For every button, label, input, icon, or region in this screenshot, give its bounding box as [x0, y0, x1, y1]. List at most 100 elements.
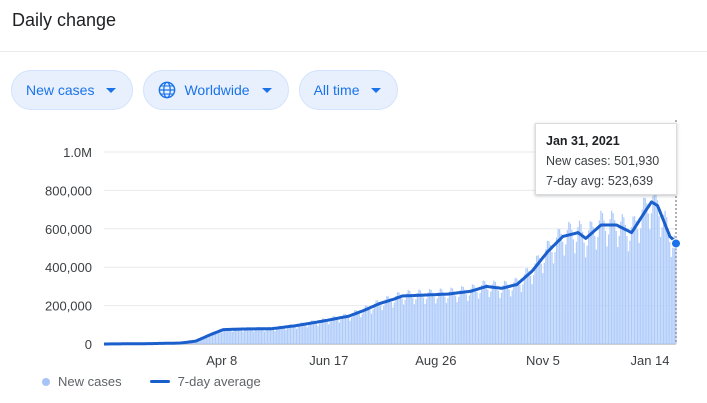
bar: [464, 289, 466, 344]
bar: [586, 245, 588, 344]
daily-change-chart[interactable]: 0 200,000 400,000 600,000 800,000 1.0M Apr 8 Ju…: [0, 120, 707, 370]
bar: [519, 284, 521, 344]
bar: [378, 302, 380, 344]
bar: [297, 326, 299, 344]
bar: [557, 228, 559, 344]
bar: [326, 321, 328, 344]
bar: [354, 310, 356, 344]
bar: [239, 328, 241, 344]
bar: [410, 293, 412, 344]
bar: [399, 294, 402, 344]
bar: [380, 305, 382, 344]
bar: [673, 235, 675, 344]
bar: [314, 321, 316, 344]
bar: [383, 305, 385, 344]
tooltip-date: Jan 31, 2021: [546, 134, 620, 148]
bar: [364, 305, 366, 344]
bar: [361, 313, 363, 344]
bar: [594, 236, 596, 344]
bar: [279, 325, 281, 344]
bar: [617, 247, 619, 344]
metric-dropdown[interactable]: New cases: [11, 70, 134, 110]
bar: [661, 227, 663, 344]
bar: [451, 288, 454, 344]
bar: [269, 327, 272, 344]
bar: [325, 319, 327, 344]
bar: [276, 329, 278, 344]
x-tick-label: Jan 14: [630, 353, 669, 368]
bar: [491, 284, 493, 344]
bar: [422, 297, 425, 344]
bar: [531, 284, 533, 344]
bar: [236, 327, 238, 344]
bar: [516, 278, 518, 344]
bar: [328, 324, 330, 344]
bar: [525, 268, 527, 344]
bar: [421, 293, 423, 344]
bar: [597, 236, 599, 344]
bar: [412, 297, 414, 344]
bar: [643, 197, 645, 344]
bar: [598, 220, 600, 344]
bar: [243, 330, 246, 344]
bar: [204, 336, 206, 344]
hover-point: [671, 238, 681, 249]
bar: [311, 320, 313, 344]
bar: [644, 197, 646, 344]
bar: [401, 298, 403, 344]
bar: [219, 331, 221, 344]
bar: [207, 335, 209, 344]
bar: [375, 300, 377, 344]
region-dropdown[interactable]: Worldwide: [143, 70, 289, 110]
bar: [256, 328, 258, 344]
bar: [490, 291, 492, 344]
bar: [234, 328, 236, 344]
bar: [288, 325, 290, 344]
legend-bar-swatch: [42, 377, 50, 386]
bar: [418, 289, 420, 344]
legend-bar-label: New cases: [58, 374, 122, 389]
bar: [242, 331, 244, 344]
bar: [257, 326, 259, 344]
y-tick-label: 800,000: [45, 183, 92, 198]
bar: [395, 296, 397, 344]
bar: [338, 322, 340, 344]
bar: [291, 324, 293, 344]
bar: [305, 324, 307, 344]
chart-canvas[interactable]: 0 200,000 400,000 600,000 800,000 1.0M Apr 8 Ju…: [0, 120, 707, 370]
bar: [295, 328, 298, 344]
bar: [537, 255, 539, 344]
bar: [667, 228, 669, 344]
bar: [283, 327, 285, 344]
bar: [340, 319, 342, 344]
tooltip-new-cases: New cases: 501,930: [546, 154, 660, 168]
bar: [572, 239, 574, 344]
bar: [503, 280, 506, 344]
bar: [607, 234, 610, 344]
bar: [217, 330, 220, 344]
timerange-dropdown[interactable]: All time: [298, 70, 399, 110]
bar: [499, 298, 501, 344]
bar: [332, 316, 334, 344]
bar: [522, 284, 524, 344]
bar: [341, 316, 344, 344]
bar: [494, 281, 496, 344]
x-tick-label: Apr 8: [206, 353, 237, 368]
bar: [306, 327, 308, 344]
bar: [435, 303, 437, 344]
bar: [555, 237, 558, 344]
bar: [641, 209, 643, 344]
bar: [675, 247, 677, 344]
bar: [473, 284, 475, 344]
bar: [321, 318, 324, 344]
bar: [390, 302, 392, 344]
bar: [363, 308, 365, 344]
bar: [409, 290, 411, 344]
bar: [640, 228, 642, 344]
bar: [539, 258, 541, 344]
bar: [618, 235, 620, 344]
bar: [367, 306, 370, 344]
bar: [439, 288, 441, 344]
bar: [630, 227, 633, 344]
bar: [265, 329, 267, 344]
